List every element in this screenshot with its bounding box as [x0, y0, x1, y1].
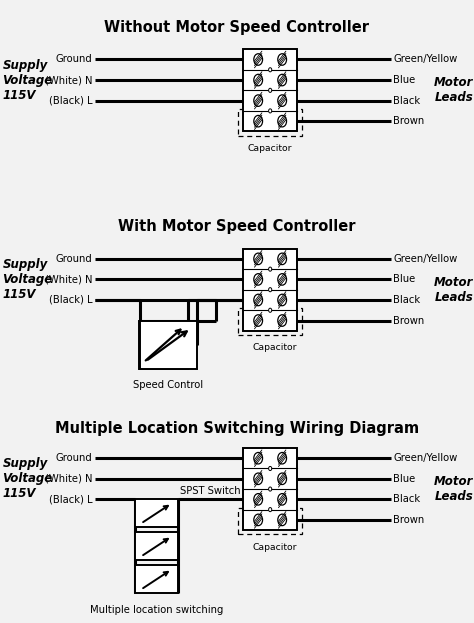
Text: With Motor Speed Controller: With Motor Speed Controller — [118, 219, 356, 234]
Text: (White) N: (White) N — [45, 274, 92, 285]
Text: Blue: Blue — [393, 473, 416, 484]
Bar — [243, 49, 298, 131]
Circle shape — [278, 514, 287, 526]
Text: Blue: Blue — [393, 75, 416, 85]
Circle shape — [269, 88, 272, 92]
Text: Multiple Location Switching Wiring Diagram: Multiple Location Switching Wiring Diagr… — [55, 421, 419, 435]
Text: Capacitor: Capacitor — [253, 543, 297, 551]
Circle shape — [278, 253, 287, 265]
Circle shape — [269, 308, 272, 312]
Text: Supply
Voltage
115V: Supply Voltage 115V — [2, 457, 53, 500]
Text: Motor
Leads: Motor Leads — [434, 77, 473, 104]
Text: Green/Yellow: Green/Yellow — [393, 254, 458, 264]
Bar — [140, 321, 197, 369]
Circle shape — [254, 253, 263, 265]
Bar — [139, 321, 188, 369]
Text: Supply
Voltage
115V: Supply Voltage 115V — [2, 258, 53, 301]
Text: Motor
Leads: Motor Leads — [434, 276, 473, 303]
Circle shape — [254, 95, 263, 107]
Circle shape — [254, 115, 263, 127]
Text: Capacitor: Capacitor — [253, 343, 297, 352]
Text: Blue: Blue — [393, 274, 416, 285]
Circle shape — [278, 294, 287, 306]
Circle shape — [269, 68, 272, 72]
Circle shape — [269, 467, 272, 470]
Text: Motor
Leads: Motor Leads — [434, 475, 473, 503]
Bar — [135, 532, 178, 561]
Text: Brown: Brown — [393, 116, 425, 126]
Circle shape — [278, 74, 287, 86]
Circle shape — [254, 473, 263, 485]
Text: Without Motor Speed Controller: Without Motor Speed Controller — [104, 20, 370, 35]
Circle shape — [269, 288, 272, 292]
Text: Black: Black — [393, 494, 420, 505]
Circle shape — [254, 452, 263, 464]
Text: (Black) L: (Black) L — [49, 95, 92, 106]
Circle shape — [254, 74, 263, 86]
Text: Brown: Brown — [393, 515, 425, 525]
Bar — [238, 109, 302, 136]
Circle shape — [269, 109, 272, 113]
Circle shape — [278, 315, 287, 326]
Text: Ground: Ground — [55, 254, 92, 264]
Text: Green/Yellow: Green/Yellow — [393, 54, 458, 65]
Text: Multiple location switching: Multiple location switching — [90, 604, 223, 615]
Text: Ground: Ground — [55, 54, 92, 65]
Circle shape — [278, 452, 287, 464]
Text: Supply
Voltage
115V: Supply Voltage 115V — [2, 59, 53, 102]
Circle shape — [254, 294, 263, 306]
Circle shape — [278, 473, 287, 485]
Bar — [135, 500, 178, 527]
Circle shape — [278, 115, 287, 127]
Bar — [238, 508, 302, 535]
Circle shape — [278, 54, 287, 65]
Text: Black: Black — [393, 295, 420, 305]
Bar — [238, 308, 302, 335]
Bar — [135, 566, 178, 593]
Circle shape — [278, 95, 287, 107]
Text: Black: Black — [393, 95, 420, 106]
Circle shape — [254, 273, 263, 285]
Bar — [243, 249, 298, 331]
Circle shape — [269, 487, 272, 491]
Text: Speed Control: Speed Control — [133, 380, 203, 390]
Circle shape — [254, 493, 263, 505]
Text: Ground: Ground — [55, 453, 92, 464]
Text: Capacitor: Capacitor — [248, 144, 292, 153]
Text: (White) N: (White) N — [45, 75, 92, 85]
Circle shape — [254, 315, 263, 326]
Circle shape — [278, 273, 287, 285]
Text: (White) N: (White) N — [45, 473, 92, 484]
Circle shape — [254, 514, 263, 526]
Circle shape — [269, 267, 272, 271]
Text: Green/Yellow: Green/Yellow — [393, 453, 458, 464]
Bar — [243, 448, 298, 530]
Text: SPST Switch: SPST Switch — [180, 486, 241, 496]
Circle shape — [254, 54, 263, 65]
Circle shape — [278, 493, 287, 505]
Text: (Black) L: (Black) L — [49, 295, 92, 305]
Circle shape — [269, 508, 272, 511]
Text: Brown: Brown — [393, 315, 425, 326]
Text: (Black) L: (Black) L — [49, 494, 92, 505]
